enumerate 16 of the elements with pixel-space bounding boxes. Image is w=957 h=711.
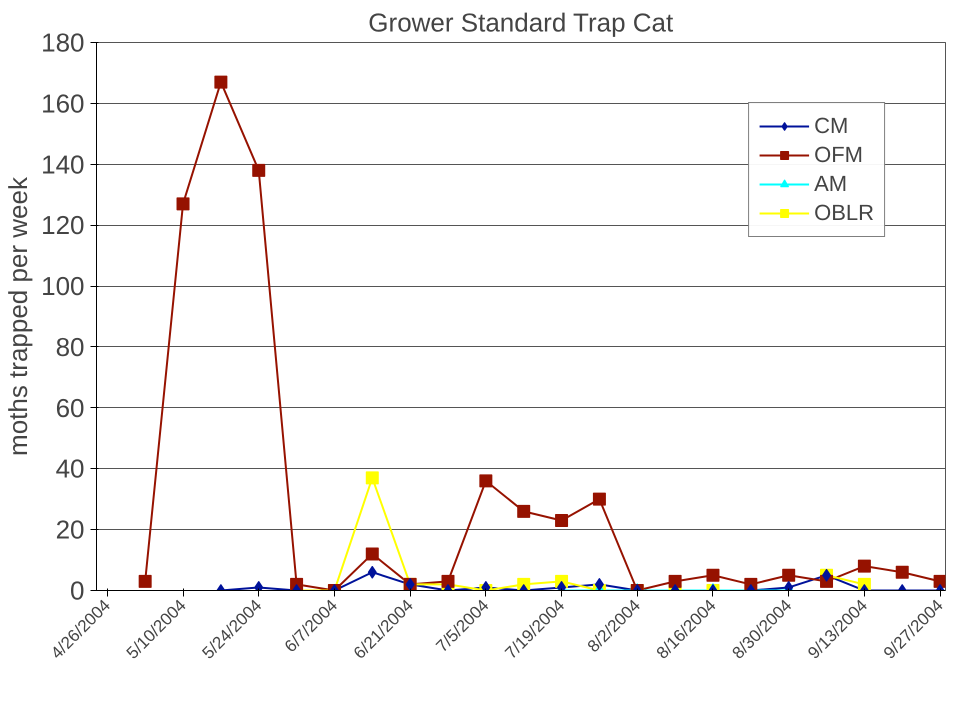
y-tick-label: 100	[41, 271, 85, 302]
legend-label: CM	[814, 113, 848, 139]
legend-label: AM	[814, 171, 848, 197]
y-tick-label: 60	[56, 392, 84, 423]
y-tick-label: 160	[41, 88, 85, 118]
chart-title: Grower Standard Trap Cat	[368, 8, 674, 38]
y-tick-label: 20	[56, 514, 84, 545]
y-tick-label: 80	[56, 332, 84, 362]
y-tick-label: 0	[70, 576, 85, 606]
y-tick-label: 40	[56, 454, 84, 484]
y-axis-title: moths trapped per week	[3, 176, 34, 456]
y-tick-label: 120	[41, 210, 85, 240]
legend-label: OBLR	[814, 200, 874, 226]
y-tick-label: 140	[41, 149, 85, 180]
legend-label: OFM	[814, 142, 863, 168]
y-tick-label: 180	[41, 28, 85, 58]
